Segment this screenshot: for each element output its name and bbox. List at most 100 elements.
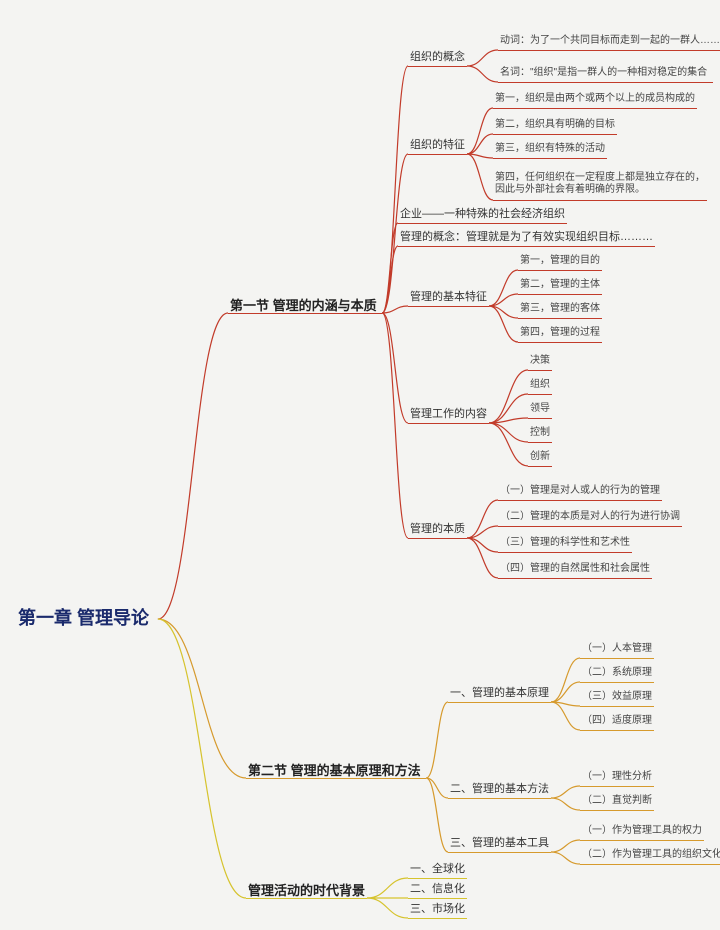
node-underline [408, 918, 467, 919]
node-underline [580, 864, 720, 865]
mindmap-edge [551, 840, 580, 852]
mindmap-node: 一、管理的基本原理 [450, 687, 549, 700]
mindmap-node: （三）效益原理 [582, 691, 652, 703]
mindmap-node: 管理的概念：管理就是为了有效实现组织目标……… [400, 231, 653, 244]
mindmap-node: 第三，管理的客体 [520, 303, 600, 315]
mindmap-node: 管理工作的内容 [410, 408, 487, 421]
node-underline [580, 658, 654, 659]
mindmap-node: （三）管理的科学性和艺术性 [500, 537, 630, 549]
mindmap-edge [382, 223, 398, 313]
node-underline [528, 370, 552, 371]
mindmap-edge [551, 798, 580, 810]
mindmap-node: 第三，组织有特殊的活动 [495, 143, 605, 155]
mindmap-node: 管理的本质 [410, 523, 465, 536]
node-underline [398, 223, 567, 224]
node-underline [498, 82, 713, 83]
mindmap-node: 第一，组织是由两个或两个以上的成员构成的 [495, 93, 695, 105]
node-underline [528, 466, 552, 467]
node-underline [528, 394, 552, 395]
mindmap-edge [551, 658, 580, 702]
mindmap-edge [367, 878, 408, 898]
node-underline [493, 158, 607, 159]
node-underline [448, 702, 551, 703]
node-underline [498, 552, 632, 553]
node-underline [580, 840, 704, 841]
node-underline [580, 706, 654, 707]
node-underline [528, 418, 552, 419]
node-underline [408, 878, 467, 879]
mindmap-node: （二）作为管理工具的组织文化 [582, 849, 720, 861]
mindmap-edge [382, 313, 408, 538]
mindmap-node: 领导 [530, 403, 550, 415]
mindmap-node: 第一，管理的目的 [520, 255, 600, 267]
node-underline [528, 442, 552, 443]
mindmap-node: 第二，管理的主体 [520, 279, 600, 291]
mindmap-node: 控制 [530, 427, 550, 439]
mindmap-edge [551, 786, 580, 798]
mindmap-node: （一）作为管理工具的权力 [582, 825, 702, 837]
node-underline [493, 108, 697, 109]
mindmap-node: （一）管理是对人或人的行为的管理 [500, 485, 660, 497]
mindmap-node: 组织的概念 [410, 51, 465, 64]
mindmap-node: （二）直觉判断 [582, 795, 652, 807]
node-underline [580, 786, 654, 787]
mindmap-edge [489, 423, 528, 442]
node-underline [408, 538, 467, 539]
node-underline [498, 526, 682, 527]
mindmap-edge [467, 50, 498, 66]
node-underline [498, 578, 652, 579]
node-underline [246, 778, 426, 779]
node-underline [246, 898, 367, 899]
mindmap-edge [489, 370, 528, 423]
node-underline [580, 730, 654, 731]
mindmap-node: （二）管理的本质是对人的行为进行协调 [500, 511, 680, 523]
mindmap-edge [426, 702, 448, 778]
mindmap-node: （四）管理的自然属性和社会属性 [500, 563, 650, 575]
node-underline [408, 306, 489, 307]
node-underline [580, 682, 654, 683]
node-underline [518, 342, 602, 343]
mindmap-node: 企业——一种特殊的社会经济组织 [400, 208, 565, 221]
mindmap-edge [467, 154, 493, 200]
node-underline [408, 66, 467, 67]
node-underline [518, 270, 602, 271]
mindmap-edge [467, 66, 498, 82]
node-underline [408, 154, 467, 155]
mindmap-node: （二）系统原理 [582, 667, 652, 679]
mindmap-node: 组织 [530, 379, 550, 391]
mindmap-node: 动词：为了一个共同目标而走到一起的一群人…… [500, 35, 720, 47]
node-underline [498, 50, 720, 51]
node-underline [398, 246, 655, 247]
mindmap-edge [467, 538, 498, 578]
mindmap-node: 第二，组织具有明确的目标 [495, 119, 615, 131]
mindmap-edge [551, 682, 580, 702]
mindmap-node: 决策 [530, 355, 550, 367]
mindmap-node: 名词："组织"是指一群人的一种相对稳定的集合 [500, 67, 707, 79]
mindmap-node: 二、管理的基本方法 [450, 783, 549, 796]
node-underline [448, 852, 551, 853]
node-underline [580, 810, 654, 811]
node-underline [493, 134, 617, 135]
node-underline [518, 318, 602, 319]
node-underline [493, 200, 707, 201]
node-underline [448, 798, 551, 799]
node-underline [518, 294, 602, 295]
mindmap-node: 三、市场化 [410, 903, 465, 916]
mindmap-edge [367, 898, 408, 918]
mindmap-edge [467, 108, 493, 154]
mindmap-node: （四）适度原理 [582, 715, 652, 727]
mindmap-node: （一）理性分析 [582, 771, 652, 783]
mindmap-node: 第一章 管理导论 [18, 608, 149, 630]
mindmap-edge [382, 313, 408, 423]
mindmap-node: 第二节 管理的基本原理和方法 [248, 763, 421, 779]
node-underline [498, 500, 662, 501]
mindmap-edge [158, 619, 246, 778]
mindmap-node: 创新 [530, 451, 550, 463]
mindmap-node: 组织的特征 [410, 139, 465, 152]
mindmap-node: （一）人本管理 [582, 643, 652, 655]
mindmap-edge [489, 423, 528, 466]
mindmap-node: 管理活动的时代背景 [248, 883, 365, 899]
mindmap-node: 二、信息化 [410, 883, 465, 896]
node-underline [228, 313, 382, 314]
mindmap-node: 第一节 管理的内涵与本质 [230, 298, 377, 314]
